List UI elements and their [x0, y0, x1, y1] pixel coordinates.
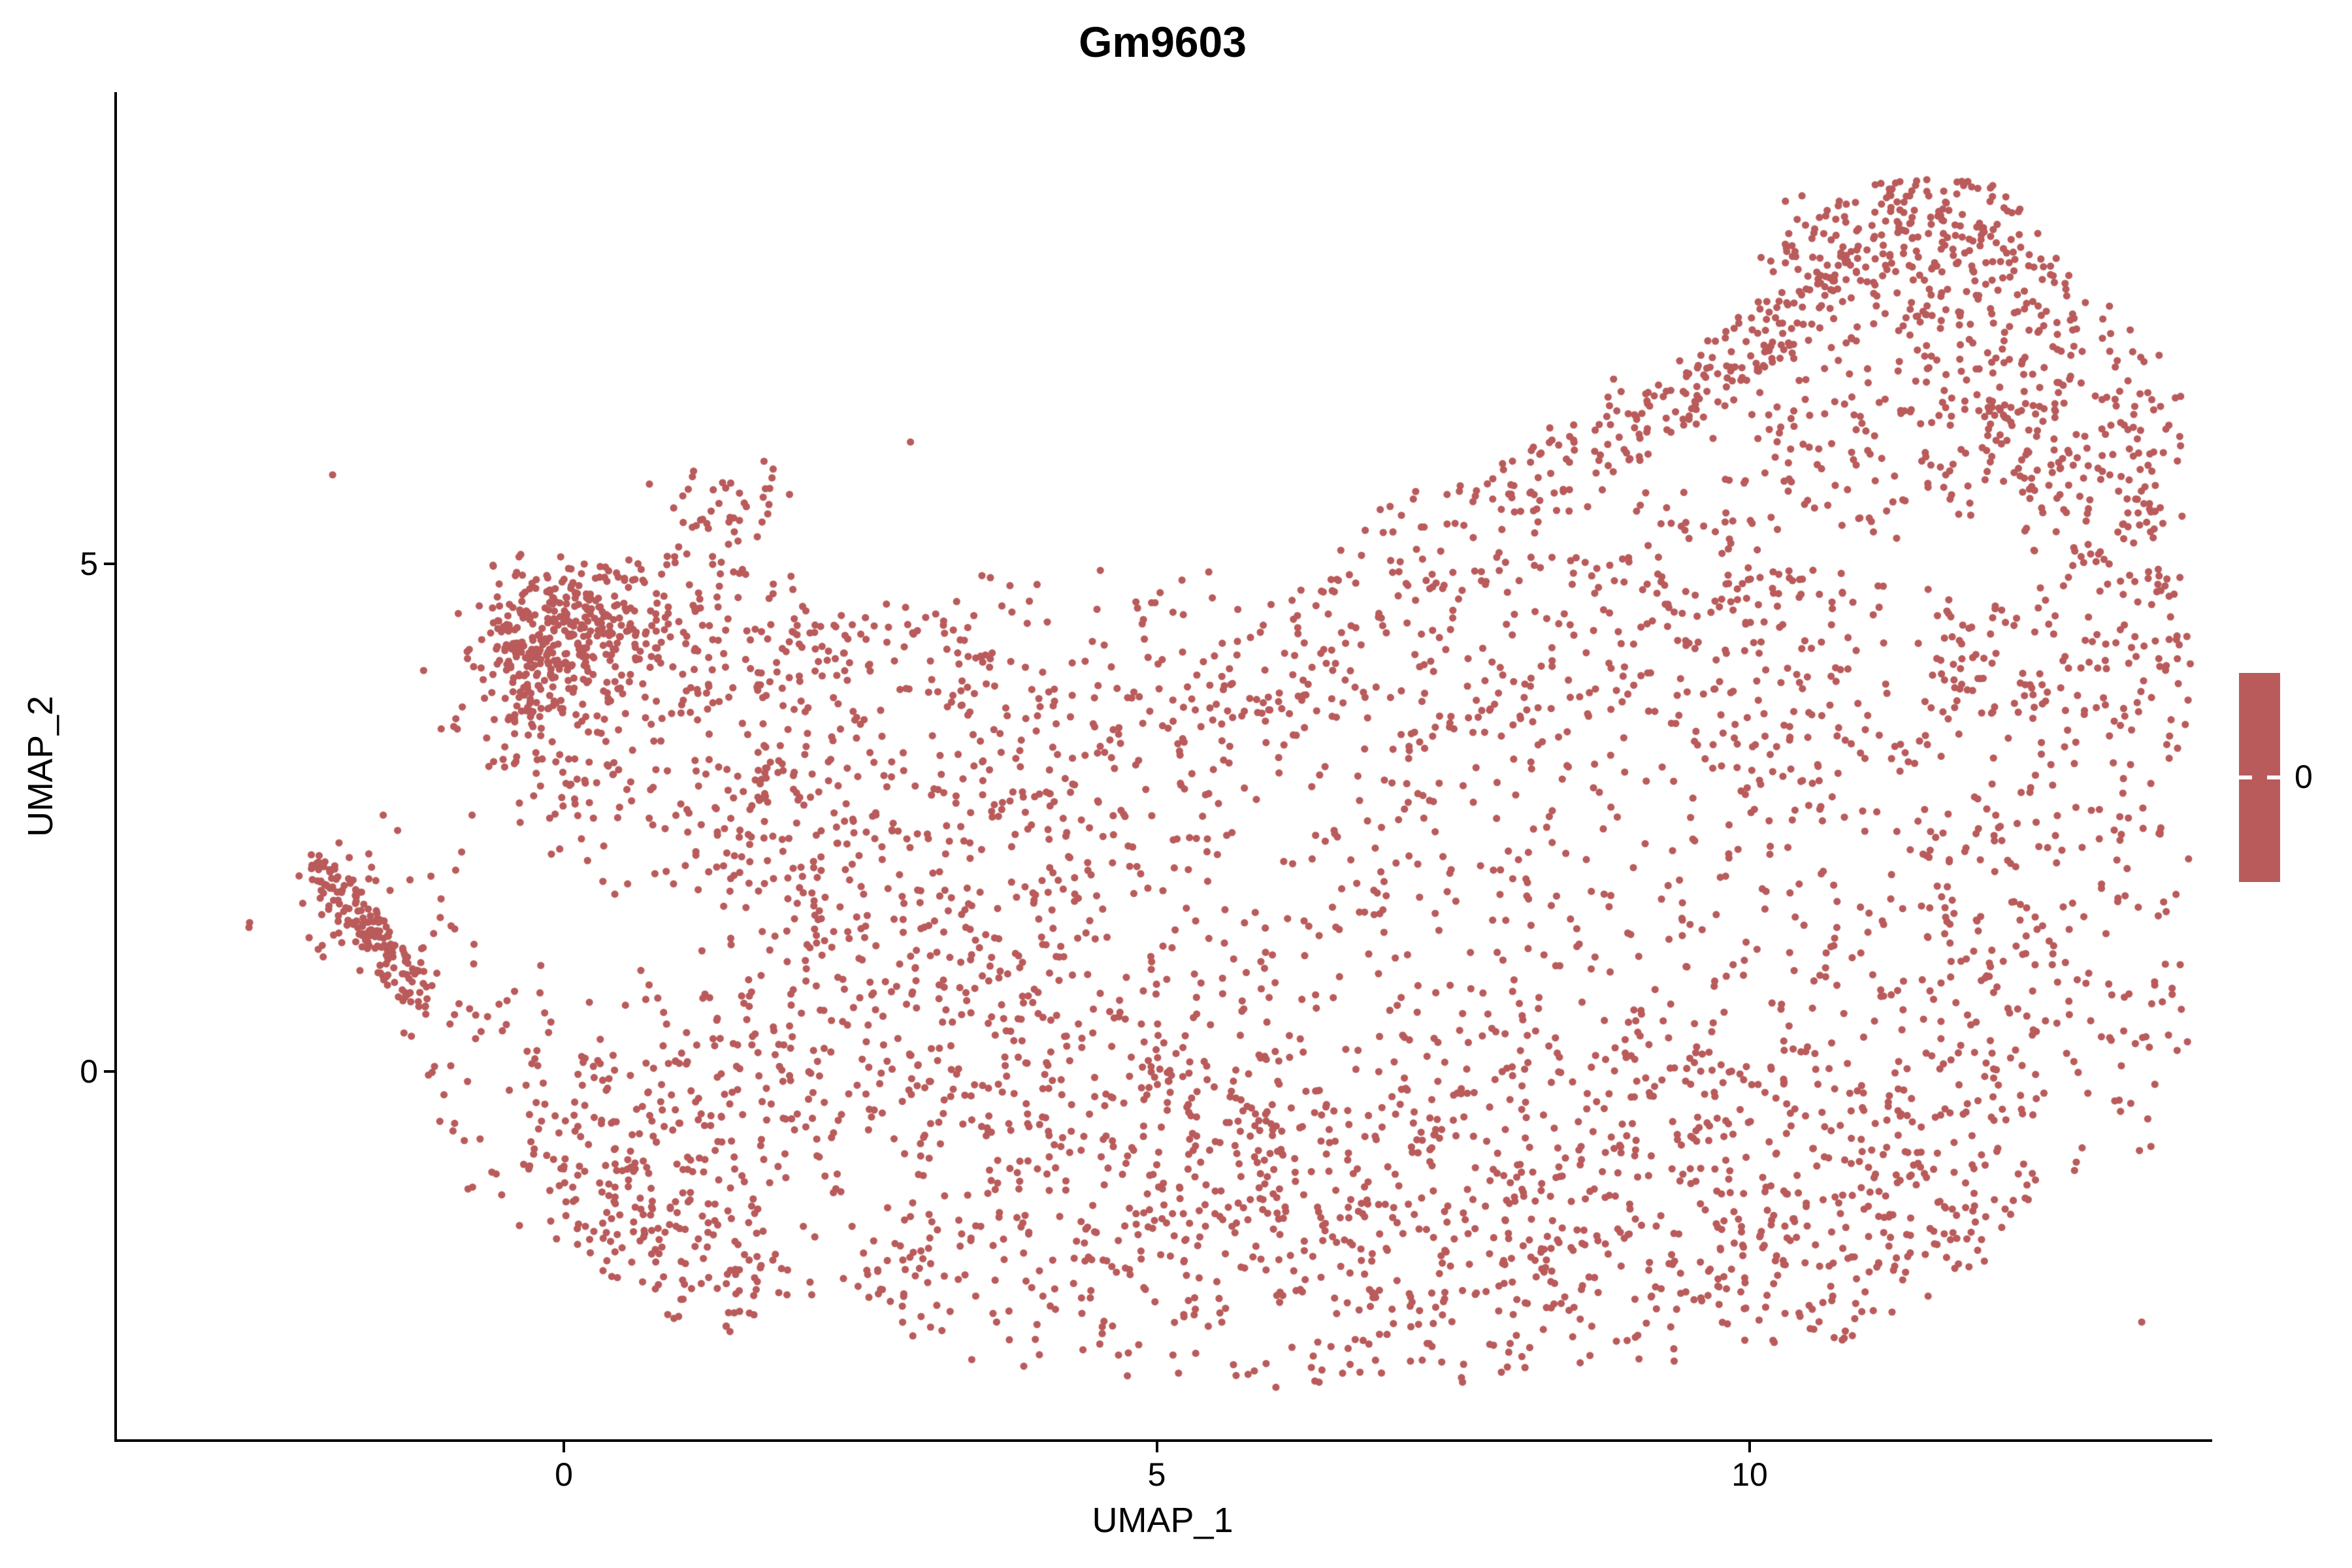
x-tick-mark — [1155, 1442, 1158, 1452]
x-axis-title: UMAP_1 — [1092, 1501, 1233, 1540]
legend-tick-label: 0 — [2295, 759, 2313, 795]
x-tick-label: 0 — [555, 1456, 573, 1493]
x-axis-line — [114, 1439, 2212, 1442]
x-tick-label: 10 — [1731, 1456, 1768, 1493]
x-tick-mark — [1748, 1442, 1751, 1452]
x-tick-mark — [563, 1442, 565, 1452]
y-tick-label: 0 — [80, 1053, 98, 1090]
y-tick-mark — [104, 563, 114, 565]
y-axis-title: UMAP_2 — [21, 695, 60, 838]
y-axis-line — [114, 92, 117, 1442]
x-tick-label: 5 — [1147, 1456, 1166, 1493]
legend-tick-left — [2239, 776, 2252, 779]
page-title: Gm9603 — [1079, 18, 1247, 66]
y-tick-label: 5 — [80, 546, 98, 582]
legend-tick-right — [2267, 776, 2280, 779]
y-tick-mark — [104, 1070, 114, 1073]
